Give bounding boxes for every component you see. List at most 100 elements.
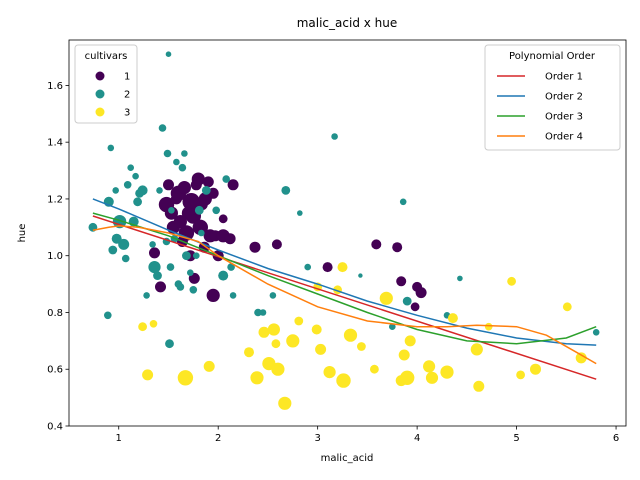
legend-label: Order 3 bbox=[545, 112, 583, 123]
point-cultivar-1 bbox=[249, 241, 261, 253]
point-cultivar-3 bbox=[177, 370, 194, 386]
point-cultivar-2 bbox=[133, 197, 143, 207]
point-cultivar-3 bbox=[379, 291, 393, 305]
point-cultivar-2 bbox=[104, 311, 112, 320]
point-cultivar-2 bbox=[153, 271, 162, 280]
legend-marker bbox=[95, 107, 105, 117]
chart-title: malic_acid x hue bbox=[297, 16, 398, 30]
point-cultivar-3 bbox=[447, 313, 458, 324]
point-cultivar-3 bbox=[286, 334, 300, 348]
point-cultivar-2 bbox=[592, 329, 600, 336]
point-cultivar-2 bbox=[189, 286, 198, 294]
point-cultivar-3 bbox=[337, 262, 348, 273]
legend-polynomial-order: Polynomial Order Order 1 Order 2 Order 3 Ord… bbox=[484, 44, 621, 151]
point-cultivar-2 bbox=[165, 51, 172, 57]
point-cultivar-2 bbox=[178, 163, 187, 172]
point-cultivar-1 bbox=[149, 247, 160, 259]
point-cultivar-2 bbox=[297, 210, 303, 216]
point-cultivar-2 bbox=[389, 323, 396, 331]
point-cultivar-2 bbox=[112, 187, 119, 194]
legend-marker bbox=[95, 71, 105, 81]
point-cultivar-2 bbox=[331, 133, 338, 140]
legend-label: Order 4 bbox=[545, 132, 583, 143]
x-tick-label: 3 bbox=[314, 433, 320, 444]
point-cultivar-3 bbox=[138, 322, 148, 332]
point-cultivar-3 bbox=[404, 335, 416, 347]
point-cultivar-3 bbox=[149, 320, 158, 328]
y-tick-label: 0.8 bbox=[47, 308, 63, 319]
point-cultivar-1 bbox=[227, 179, 239, 191]
point-cultivar-3 bbox=[425, 371, 439, 384]
point-cultivar-1 bbox=[191, 172, 205, 186]
legend-label: Order 1 bbox=[545, 72, 583, 83]
point-cultivar-2 bbox=[165, 339, 174, 349]
point-cultivar-3 bbox=[440, 365, 454, 379]
point-cultivar-1 bbox=[177, 181, 191, 195]
y-tick-label: 1.4 bbox=[47, 138, 63, 149]
point-cultivar-2 bbox=[358, 273, 363, 278]
point-cultivar-1 bbox=[415, 287, 427, 299]
point-cultivar-3 bbox=[343, 328, 358, 342]
point-cultivar-1 bbox=[392, 242, 403, 253]
legend-cultivars: cultivars 1 2 3 bbox=[74, 44, 138, 124]
point-cultivar-2 bbox=[194, 205, 204, 215]
legend-title: Polynomial Order bbox=[509, 51, 596, 62]
point-cultivar-2 bbox=[269, 292, 277, 299]
point-cultivar-2 bbox=[182, 251, 191, 261]
x-tick-label: 2 bbox=[215, 433, 221, 444]
point-cultivar-2 bbox=[399, 198, 407, 206]
legend-box bbox=[74, 44, 138, 124]
point-cultivar-2 bbox=[402, 296, 412, 306]
point-cultivar-3 bbox=[507, 276, 516, 286]
point-cultivar-1 bbox=[173, 215, 187, 229]
point-cultivar-3 bbox=[278, 396, 292, 410]
point-cultivar-3 bbox=[323, 366, 336, 379]
y-tick-label: 1.2 bbox=[47, 194, 63, 205]
point-cultivar-1 bbox=[206, 288, 220, 302]
point-cultivar-2 bbox=[212, 206, 220, 215]
point-cultivar-2 bbox=[137, 185, 148, 196]
point-cultivar-2 bbox=[457, 275, 463, 282]
point-cultivar-2 bbox=[149, 241, 156, 248]
point-cultivar-3 bbox=[473, 380, 485, 392]
x-tick-label: 1 bbox=[116, 433, 122, 444]
y-tick-label: 1.0 bbox=[47, 251, 63, 262]
point-cultivar-1 bbox=[163, 179, 174, 191]
fit-line-order-2 bbox=[92, 198, 597, 346]
point-cultivar-2 bbox=[259, 309, 267, 316]
point-cultivar-3 bbox=[400, 370, 415, 385]
axes: 1 2 3 4 5 6 0.4 0.6 0.8 1.0 1.2 1.4 1.6 bbox=[47, 39, 627, 444]
point-cultivar-2 bbox=[111, 233, 122, 244]
point-cultivar-1 bbox=[202, 176, 214, 188]
point-cultivar-3 bbox=[311, 324, 322, 335]
point-cultivar-2 bbox=[148, 261, 161, 274]
point-cultivar-2 bbox=[132, 172, 139, 180]
point-cultivar-2 bbox=[218, 270, 229, 281]
point-cultivar-3 bbox=[271, 362, 285, 376]
point-cultivar-1 bbox=[182, 193, 201, 211]
point-cultivar-2 bbox=[227, 263, 235, 271]
point-cultivar-2 bbox=[108, 245, 118, 255]
point-cultivar-1 bbox=[322, 262, 333, 273]
point-cultivar-2 bbox=[127, 164, 134, 171]
point-cultivar-2 bbox=[113, 215, 127, 229]
point-cultivar-3 bbox=[357, 342, 366, 351]
point-cultivar-2 bbox=[181, 150, 188, 157]
point-cultivar-1 bbox=[155, 281, 166, 293]
point-cultivar-3 bbox=[336, 373, 351, 388]
point-cultivar-2 bbox=[156, 187, 163, 194]
plot-area bbox=[88, 51, 600, 410]
point-cultivar-1 bbox=[271, 239, 282, 250]
point-cultivar-1 bbox=[224, 233, 236, 245]
point-cultivar-3 bbox=[423, 360, 436, 373]
point-cultivar-2 bbox=[163, 149, 172, 158]
point-cultivar-3 bbox=[370, 364, 379, 374]
point-cultivar-2 bbox=[254, 308, 262, 317]
point-cultivar-3 bbox=[530, 363, 541, 375]
legend-label: Order 2 bbox=[545, 92, 583, 103]
point-cultivar-3 bbox=[142, 369, 154, 381]
x-tick-label: 6 bbox=[613, 433, 619, 444]
point-cultivar-2 bbox=[123, 181, 132, 189]
point-cultivar-2 bbox=[121, 254, 130, 263]
